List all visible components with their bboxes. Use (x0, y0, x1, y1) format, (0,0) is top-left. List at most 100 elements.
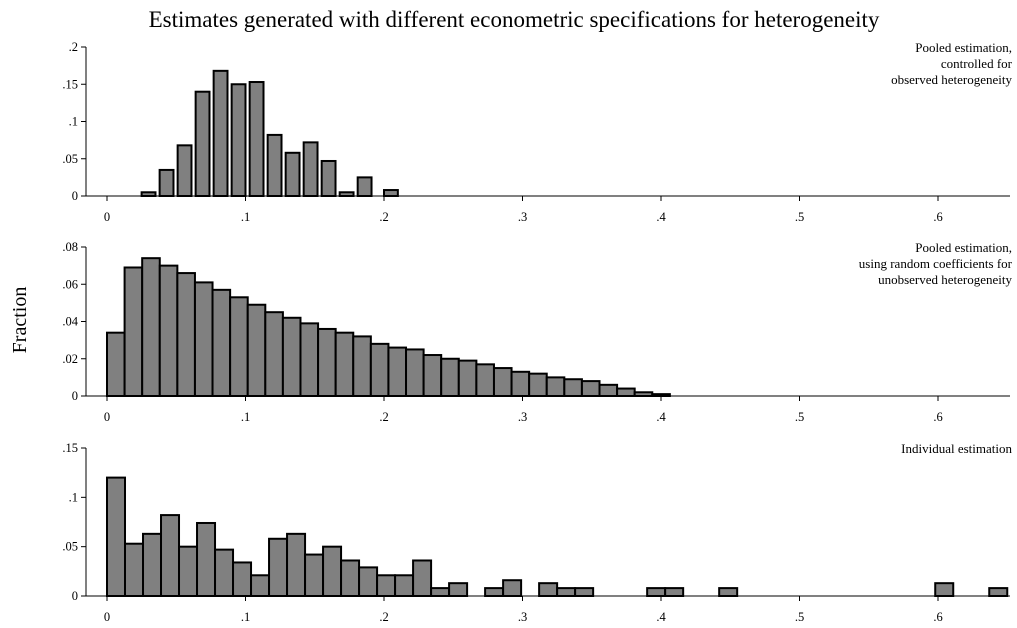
histogram-bar (616, 387, 636, 397)
histogram-bar (212, 69, 229, 197)
panel-annotation: controlled for (941, 56, 1013, 71)
histogram-bar (214, 548, 235, 597)
histogram-bar (140, 191, 157, 197)
panel-annotation: unobserved heterogeneity (878, 272, 1012, 287)
x-tick-label: .5 (795, 610, 804, 624)
y-tick-label: 0 (72, 389, 78, 403)
histogram-bar (194, 90, 211, 197)
histogram-bar (246, 303, 267, 397)
y-tick-label: .15 (62, 77, 78, 91)
x-tick-label: .1 (241, 410, 250, 424)
x-tick-label: .4 (656, 210, 666, 224)
y-tick-label: .05 (62, 540, 78, 554)
histogram-bar (142, 532, 163, 598)
histogram-bar (176, 144, 193, 197)
histogram-bar (176, 272, 196, 398)
y-tick-label: .1 (69, 490, 78, 504)
histogram-bar (160, 514, 181, 597)
histogram-bar (448, 582, 469, 598)
histogram-bar (248, 81, 265, 197)
histogram-bar (250, 574, 271, 598)
histogram-bar (394, 574, 415, 598)
histogram-bar (988, 587, 1009, 598)
histogram-bar (484, 587, 505, 598)
histogram-bar (440, 357, 460, 397)
panel-annotation: Pooled estimation, (915, 240, 1012, 255)
histogram-bar (502, 579, 523, 597)
histogram-bar (545, 376, 566, 397)
panels: 0 .05 .1 .15 .2 0 .1 .2 .3 .4 .5 .6 Pooled estimatio… (62, 40, 1012, 624)
histogram-bar (563, 378, 583, 397)
y-tick-label: .1 (69, 115, 78, 129)
x-tick-label: .4 (656, 410, 666, 424)
x-tick-label: .6 (933, 410, 942, 424)
histogram-bar (211, 288, 232, 397)
histogram-bar (538, 582, 559, 598)
panel-annotation: observed heterogeneity (891, 72, 1012, 87)
histogram-bar (106, 476, 127, 598)
y-tick-label: .04 (62, 315, 78, 329)
histogram-bar (598, 383, 619, 398)
histogram-bar (528, 372, 548, 397)
y-axis-label: Fraction (9, 287, 31, 354)
histogram-bar (158, 264, 179, 397)
histogram-bar (422, 354, 443, 397)
histogram-bar (302, 141, 319, 197)
y-tick-label: 0 (72, 189, 78, 203)
histogram-bar (457, 359, 478, 397)
x-tick-label: .6 (933, 610, 942, 624)
histogram-bar (338, 191, 355, 197)
histogram-bar (412, 559, 433, 597)
panel-annotation: Pooled estimation, (915, 40, 1012, 55)
histogram-bar (266, 133, 283, 198)
histogram-bar (178, 545, 199, 598)
x-tick-label: .2 (379, 610, 388, 624)
x-tick-label: .5 (795, 210, 804, 224)
y-tick-label: .05 (62, 152, 78, 166)
panel-middle: 0 .02 .04 .06 .08 0 .1 .2 .3 .4 .5 .6 Pooled estimat… (62, 240, 1012, 424)
histogram-bar (229, 296, 249, 398)
y-tick-label: .02 (62, 352, 78, 366)
panel-bottom: 0 .05 .1 .15 0 .1 .2 .3 .4 .5 .6 Individual estimat… (62, 441, 1012, 624)
histogram-bar (369, 342, 390, 398)
x-tick-label: .1 (241, 610, 250, 624)
histogram-bar (317, 327, 337, 398)
histogram-bar (264, 311, 284, 397)
histogram-bar (334, 331, 355, 397)
histogram-bar (405, 348, 425, 397)
histogram-bar (106, 331, 126, 397)
y-tick-label: 0 (72, 589, 78, 603)
x-tick-label: .3 (518, 610, 527, 624)
x-tick-label: .6 (933, 210, 942, 224)
x-tick-label: 0 (104, 610, 110, 624)
histogram-bar (340, 559, 361, 597)
histogram-bar (320, 159, 337, 197)
histogram-bar (322, 545, 343, 598)
histogram-bar (633, 391, 654, 397)
histogram-bar (430, 587, 451, 598)
histogram-bar (299, 322, 320, 397)
y-tick-label: .08 (62, 240, 78, 254)
histogram-bar (284, 151, 301, 197)
histogram-bar (281, 316, 302, 397)
histogram-bar (286, 532, 307, 598)
histogram-bar (304, 553, 325, 597)
histogram-bar (510, 370, 531, 398)
histogram-bar (352, 335, 372, 397)
histogram-bar (268, 537, 289, 597)
x-tick-label: 0 (104, 210, 110, 224)
x-tick-label: .4 (656, 610, 666, 624)
histogram-bar (141, 257, 161, 397)
histogram-bar (387, 346, 408, 398)
y-tick-label: .15 (62, 441, 78, 455)
histogram-bar (124, 542, 145, 597)
histogram-bar (934, 582, 955, 598)
histogram-bar (383, 189, 399, 197)
histogram-bar (718, 587, 739, 598)
x-tick-label: .2 (379, 210, 388, 224)
x-tick-label: .2 (379, 410, 388, 424)
histogram-bar (475, 363, 495, 397)
histogram-bar (230, 83, 247, 197)
x-tick-label: .3 (518, 210, 527, 224)
